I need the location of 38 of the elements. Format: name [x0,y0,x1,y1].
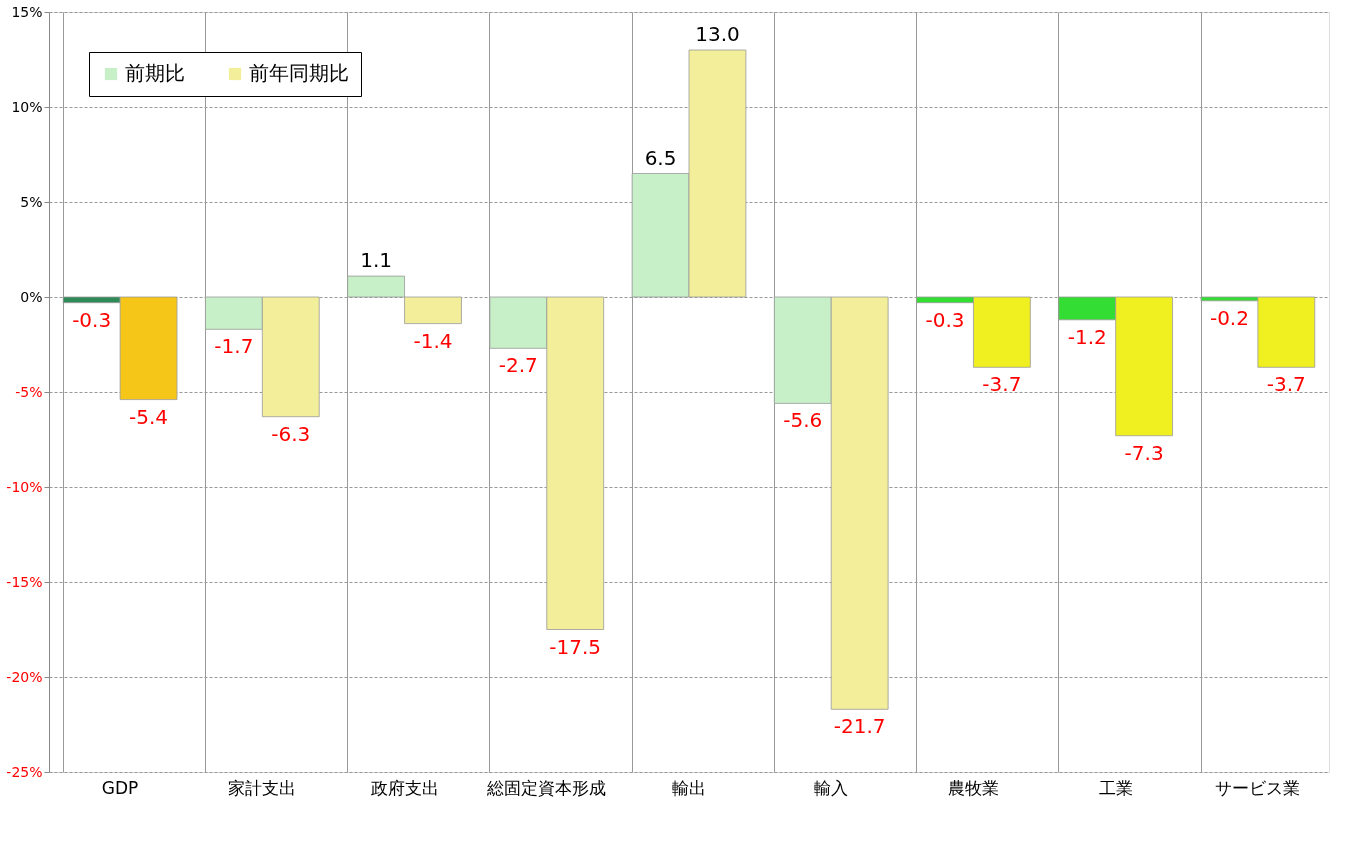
x-tick-label: 農牧業 [947,777,999,798]
y-tick-label: 10% [11,98,43,115]
x-tick-label: 家計支出 [228,777,297,798]
data-label: -6.3 [271,421,311,446]
data-label: -0.3 [72,307,112,332]
x-tick-label: 輸入 [814,777,849,798]
y-tick-label: 15% [11,3,43,20]
x-tick-label: サービス業 [1215,777,1301,798]
data-label: -17.5 [549,634,602,659]
x-tick-label: 輸出 [672,777,706,798]
data-label: 13.0 [695,22,740,46]
data-label: -3.7 [1266,372,1306,397]
y-tick-label: 5% [20,193,43,210]
data-label: 6.5 [644,145,677,170]
data-label: 1.1 [360,248,393,273]
y-tick-label: 0% [20,288,43,305]
data-label: -1.4 [413,328,453,353]
y-tick-label: -25% [6,763,43,780]
y-tick-label: -15% [6,573,43,590]
data-label: -5.4 [129,404,169,429]
y-tick-label: -10% [6,478,43,495]
legend-label: 前年同期比 [249,61,349,85]
data-label: -7.3 [1124,440,1164,465]
data-label: -1.2 [1067,324,1107,349]
data-label: -5.6 [783,408,823,433]
y-tick-label: -20% [6,668,43,685]
y-tick-label: -5% [15,383,43,400]
data-label: -0.2 [1209,305,1249,330]
legend-label: 前期比 [125,61,185,85]
x-tick-label: 政府支出 [370,777,439,798]
x-tick-label: GDP [101,777,139,798]
data-label: -21.7 [833,714,886,739]
data-label: -3.7 [982,372,1022,397]
data-label: -2.7 [498,353,538,378]
x-tick-label: 工業 [1098,777,1133,798]
data-label: -0.3 [925,307,965,332]
data-label: -1.7 [214,334,254,359]
x-tick-label: 総固定資本形成 [486,777,607,798]
